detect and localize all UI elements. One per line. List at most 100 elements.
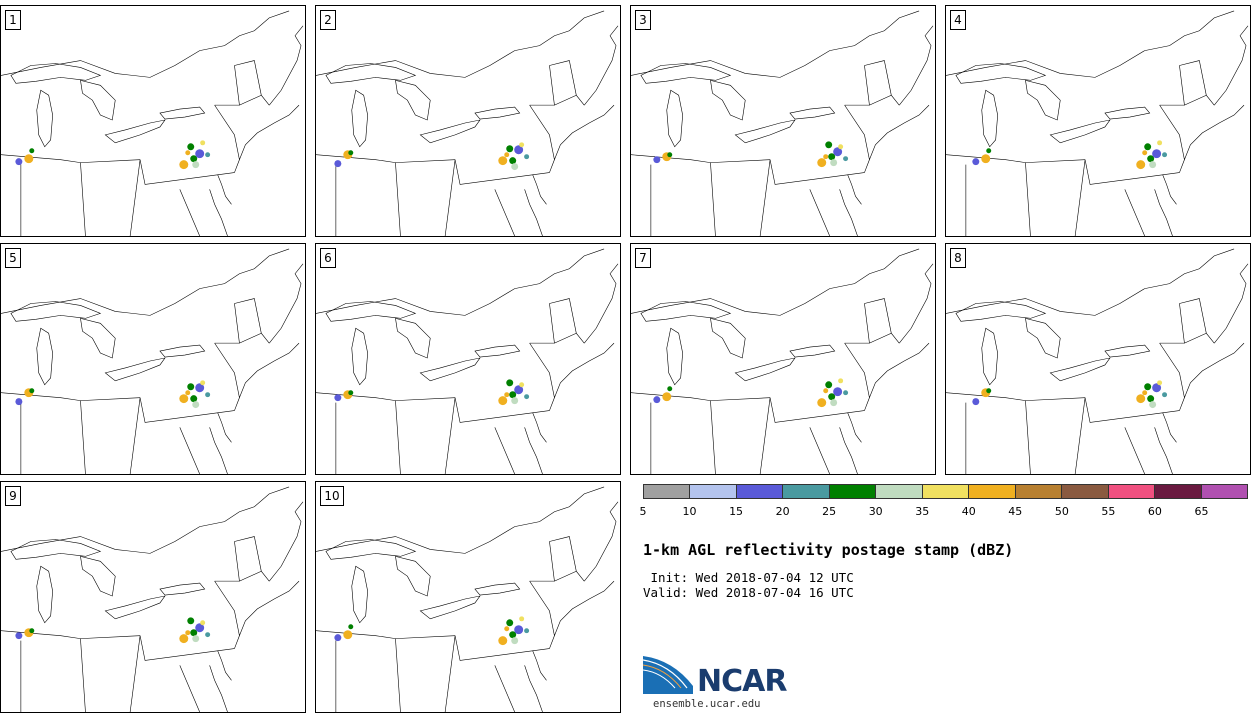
basemap xyxy=(946,10,1249,236)
colorbar-tick-label: 35 xyxy=(915,505,930,518)
reflectivity-cell xyxy=(519,616,525,622)
reflectivity-cell xyxy=(1144,143,1152,151)
reflectivity-cell xyxy=(514,625,524,635)
colorbar-swatch xyxy=(1062,485,1109,498)
reflectivity-cell xyxy=(504,626,510,632)
reflectivity-cell xyxy=(205,392,211,398)
reflectivity-cell xyxy=(828,153,836,161)
reflectivity-cell xyxy=(662,392,672,402)
basemap xyxy=(1,486,304,712)
colorbar-swatch xyxy=(829,485,877,498)
member-label: 5 xyxy=(5,248,21,268)
reflectivity-cell xyxy=(1162,392,1168,398)
ensemble-member-panel-6: 6 xyxy=(315,243,621,475)
reflectivity-cell xyxy=(15,158,23,166)
reflectivity-cell xyxy=(334,634,342,642)
colorbar-tick-label: 40 xyxy=(961,505,976,518)
reflectivity-cell xyxy=(511,637,519,645)
reflectivity-cell xyxy=(29,148,35,154)
colorbar-swatch xyxy=(1201,485,1248,498)
reflectivity-cell xyxy=(24,154,34,164)
reflectivity-cell xyxy=(179,634,189,644)
reflectivity-cell xyxy=(195,149,205,159)
reflectivity-cell xyxy=(205,152,211,158)
reflectivity-cell xyxy=(1152,149,1162,159)
reflectivity-cell xyxy=(1157,380,1163,386)
reflectivity-cell xyxy=(506,619,514,627)
reflectivity-cell xyxy=(1136,160,1146,170)
reflectivity-cell xyxy=(1142,150,1148,156)
reflectivity-cell xyxy=(843,156,849,162)
reflectivity-cell xyxy=(828,393,836,401)
basemap xyxy=(631,248,934,474)
colorbar-tick-label: 50 xyxy=(1054,505,1069,518)
reflectivity-cell xyxy=(185,150,191,156)
reflectivity-cell xyxy=(825,381,833,389)
ensemble-member-panel-3: 3 xyxy=(630,5,936,237)
reflectivity-cell xyxy=(190,629,198,637)
reflectivity-cell xyxy=(348,624,354,630)
reflectivity-cell xyxy=(498,636,508,646)
reflectivity-cell xyxy=(817,158,827,168)
colorbar-swatch xyxy=(1015,485,1063,498)
reflectivity-cell xyxy=(192,161,200,169)
ensemble-member-panel-4: 4 xyxy=(945,5,1251,237)
reflectivity-cell xyxy=(179,394,189,404)
reflectivity-cell xyxy=(29,388,35,394)
member-label: 4 xyxy=(950,10,966,30)
ensemble-member-panel-9: 9 xyxy=(0,481,306,713)
basemap xyxy=(316,10,619,236)
figure-title: 1-km AGL reflectivity postage stamp (dBZ… xyxy=(643,541,1014,559)
ncar-logo-icon xyxy=(643,656,693,694)
reflectivity-cell xyxy=(498,396,508,406)
ensemble-member-panel-5: 5 xyxy=(0,243,306,475)
colorbar-swatch xyxy=(969,485,1016,498)
colorbar-swatch xyxy=(1155,485,1202,498)
reflectivity-cell xyxy=(524,628,530,634)
colorbar-tick-label: 20 xyxy=(775,505,790,518)
reflectivity-cell xyxy=(509,631,517,639)
member-label: 7 xyxy=(635,248,651,268)
member-label: 10 xyxy=(320,486,344,506)
reflectivity-cell xyxy=(187,383,195,391)
colorbar-swatch xyxy=(876,485,923,498)
reflectivity-cell xyxy=(348,390,354,396)
reflectivity-cell xyxy=(667,152,673,158)
basemap xyxy=(631,10,934,236)
reflectivity-cell xyxy=(524,154,530,160)
colorbar-swatch xyxy=(644,485,691,498)
reflectivity-cell xyxy=(653,156,661,164)
reflectivity-cell xyxy=(972,158,980,166)
reflectivity-cell xyxy=(830,159,838,167)
reflectivity-cell xyxy=(838,144,844,150)
reflectivity-cell xyxy=(509,157,517,165)
reflectivity-cell xyxy=(192,635,200,643)
reflectivity-cell xyxy=(830,399,838,407)
reflectivity-cell xyxy=(195,623,205,633)
init-time: Init: Wed 2018-07-04 12 UTC xyxy=(643,570,854,585)
reflectivity-cell xyxy=(511,397,519,405)
member-label: 3 xyxy=(635,10,651,30)
reflectivity-cell xyxy=(511,163,519,171)
colorbar-tick-label: 45 xyxy=(1008,505,1023,518)
valid-time: Valid: Wed 2018-07-04 16 UTC xyxy=(643,585,854,600)
reflectivity-cell xyxy=(504,392,510,398)
ensemble-member-panel-7: 7 xyxy=(630,243,936,475)
reflectivity-cell xyxy=(192,401,200,409)
basemap xyxy=(316,486,619,712)
reflectivity-cell xyxy=(343,630,353,640)
colorbar-tick-label: 30 xyxy=(868,505,883,518)
reflectivity-cell xyxy=(29,628,35,634)
colorbar-swatch xyxy=(690,485,737,498)
reflectivity-cell xyxy=(509,391,517,399)
reflectivity-cell xyxy=(986,388,992,394)
reflectivity-cell xyxy=(981,154,991,164)
basemap xyxy=(1,248,304,474)
reflectivity-cell xyxy=(190,155,198,163)
member-label: 2 xyxy=(320,10,336,30)
reflectivity-cell xyxy=(1136,394,1146,404)
reflectivity-cell xyxy=(823,154,829,160)
colorbar-tick-label: 10 xyxy=(682,505,697,518)
logo-text: NCAR xyxy=(697,664,787,699)
member-label: 6 xyxy=(320,248,336,268)
